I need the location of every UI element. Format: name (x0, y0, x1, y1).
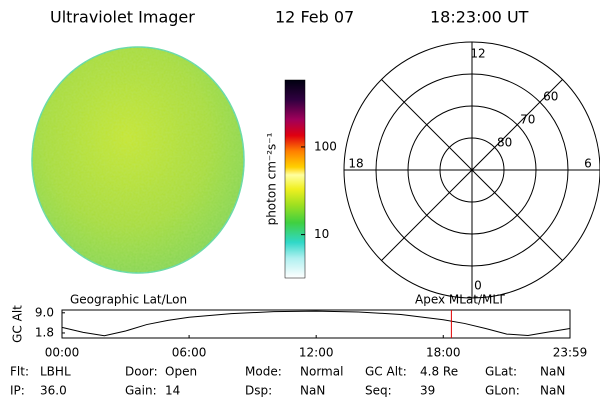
x-tick-label: 06:00 (172, 346, 207, 360)
info-label: Seq: (365, 384, 392, 398)
info-value: Open (165, 365, 197, 379)
info-label: Mode: (245, 365, 282, 379)
colorbar-tick-label: 100 (314, 139, 337, 153)
altitude-line (61, 310, 571, 337)
mlt-label: 18 (348, 157, 363, 171)
y-tick-label: 9.0 (35, 305, 54, 319)
title: Ultraviolet Imager (50, 8, 195, 27)
plot-title-right: Apex MLat/MLT (415, 293, 505, 307)
plot-title-left: Geographic Lat/Lon (70, 293, 187, 307)
info-label: Flt: (10, 365, 29, 379)
mlt-label: 0 (474, 279, 482, 293)
colorbar-tick-label: 10 (314, 227, 329, 241)
y-label: GC Alt (11, 305, 25, 343)
info-value: Normal (300, 365, 343, 379)
colorbar (284, 79, 306, 279)
x-tick-label: 00:00 (45, 346, 80, 360)
info-label: GC Alt: (365, 365, 407, 379)
info-label: Gain: (125, 384, 157, 398)
plot-frame (61, 309, 571, 339)
info-label: GLat: (485, 365, 517, 379)
lat-label: 80 (497, 135, 512, 149)
date: 12 Feb 07 (275, 8, 354, 27)
lat-ring (375, 73, 569, 267)
info-value: 39 (420, 384, 435, 398)
x-tick-label: 12:00 (299, 346, 334, 360)
lat-label: 70 (520, 112, 535, 126)
info-label: Dsp: (245, 384, 272, 398)
time: 18:23:00 UT (430, 8, 529, 27)
lat-label: 60 (543, 89, 558, 103)
info-label: Door: (125, 365, 158, 379)
info-value: NaN (540, 365, 565, 379)
lat-ring (407, 105, 537, 235)
info-label: GLon: (485, 384, 520, 398)
info-label: IP: (10, 384, 25, 398)
info-value: 14 (165, 384, 180, 398)
info-value: LBHL (40, 365, 71, 379)
polar-spoke (381, 79, 563, 261)
info-value: NaN (540, 384, 565, 398)
x-tick-label: 23:59 (553, 346, 588, 360)
info-value: NaN (300, 384, 325, 398)
mlt-label: 12 (470, 47, 485, 61)
colorbar-label: photon cm⁻²s⁻¹ (265, 132, 279, 225)
earth-image (31, 46, 245, 274)
y-tick-label: 1.8 (35, 325, 54, 339)
info-value: 4.8 Re (420, 365, 458, 379)
lat-ring (439, 137, 505, 203)
x-tick-label: 18:00 (426, 346, 461, 360)
info-value: 36.0 (40, 384, 67, 398)
mlt-label: 6 (584, 157, 592, 171)
